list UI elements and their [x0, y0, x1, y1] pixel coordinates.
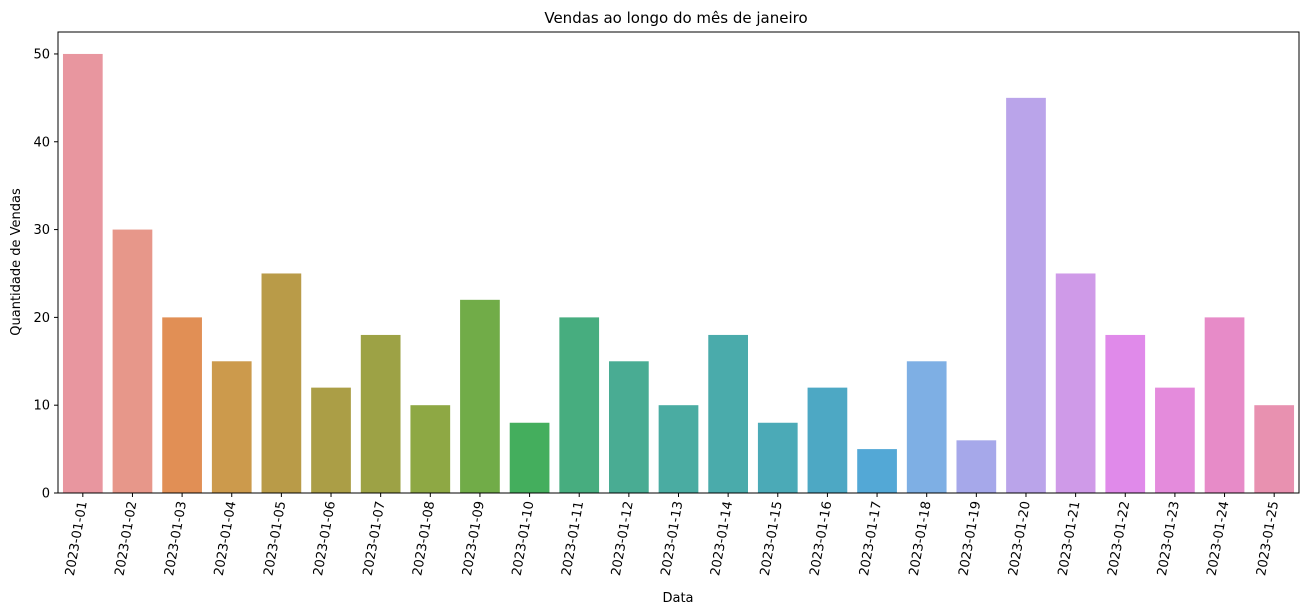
bar-2023-01-08	[410, 405, 451, 493]
y-tick-label: 10	[33, 399, 50, 414]
bar-2023-01-11	[559, 317, 600, 493]
x-tick-label: 2023-01-08	[410, 500, 438, 577]
chart-title: Vendas ao longo do mês de janeiro	[544, 9, 807, 27]
x-tick-label: 2023-01-17	[857, 500, 885, 577]
bar-2023-01-14	[708, 334, 748, 493]
y-tick-label: 50	[33, 47, 50, 62]
x-tick-label: 2023-01-20	[1006, 500, 1034, 577]
bar-2023-01-17	[857, 449, 897, 493]
x-tick-label: 2023-01-09	[460, 500, 488, 577]
bar-2023-01-22	[1105, 334, 1146, 493]
plot-frame	[57, 31, 1300, 494]
x-axis-title: Data	[662, 591, 693, 606]
bar-2023-01-15	[757, 422, 798, 493]
x-tick-label: 2023-01-13	[659, 500, 687, 577]
x-tick-label: 2023-01-19	[956, 500, 984, 577]
bar-2023-01-06	[311, 387, 351, 493]
y-tick-label: 40	[33, 135, 50, 150]
bar-2023-01-01	[62, 53, 103, 493]
bars-group	[62, 53, 1295, 494]
x-tick-label: 2023-01-03	[162, 500, 190, 577]
x-tick-label: 2023-01-12	[609, 500, 637, 577]
x-tick-label: 2023-01-23	[1155, 500, 1183, 577]
y-axis: 0 10 20 30 40 50	[33, 47, 58, 502]
y-axis-title: Quantidade de Vendas	[9, 188, 24, 336]
x-tick-label: 2023-01-11	[559, 500, 587, 577]
y-tick-label: 0	[42, 487, 50, 502]
bar-2023-01-21	[1055, 273, 1096, 493]
x-tick-label: 2023-01-18	[907, 500, 935, 577]
x-tick-label: 2023-01-15	[758, 500, 786, 577]
y-tick-label: 20	[33, 311, 50, 326]
bar-2023-01-12	[609, 361, 649, 493]
x-tick-label: 2023-01-05	[261, 500, 289, 577]
x-axis: 2023-01-01 2023-01-02 2023-01-03 2023-01-04…	[63, 493, 1282, 577]
bar-2023-01-16	[807, 387, 848, 493]
y-tick-label: 30	[33, 223, 50, 238]
bar-2023-01-20	[1006, 97, 1046, 493]
bar-2023-01-03	[162, 317, 202, 493]
bar-2023-01-02	[112, 229, 153, 494]
x-tick-label: 2023-01-24	[1205, 500, 1233, 577]
x-tick-label: 2023-01-04	[212, 500, 240, 577]
x-tick-label: 2023-01-21	[1056, 500, 1084, 577]
x-tick-label: 2023-01-07	[361, 500, 389, 577]
x-tick-label: 2023-01-22	[1105, 500, 1133, 577]
bar-2023-01-19	[956, 440, 997, 493]
bar-2023-01-18	[906, 361, 947, 493]
x-tick-label: 2023-01-25	[1254, 500, 1282, 577]
bar-2023-01-23	[1155, 387, 1195, 493]
bar-2023-01-25	[1254, 405, 1295, 493]
x-tick-label: 2023-01-16	[807, 500, 835, 577]
bar-2023-01-05	[261, 273, 302, 493]
bar-2023-01-07	[360, 334, 401, 493]
bar-2023-01-13	[658, 405, 699, 493]
bar-2023-01-04	[211, 361, 252, 493]
bar-2023-01-09	[460, 299, 500, 493]
x-tick-label: 2023-01-06	[311, 500, 339, 577]
x-tick-label: 2023-01-10	[510, 500, 538, 577]
x-tick-label: 2023-01-02	[113, 500, 141, 577]
x-tick-label: 2023-01-01	[63, 500, 91, 577]
x-tick-label: 2023-01-14	[708, 500, 736, 577]
bar-2023-01-24	[1204, 317, 1245, 493]
bar-2023-01-10	[509, 422, 550, 493]
